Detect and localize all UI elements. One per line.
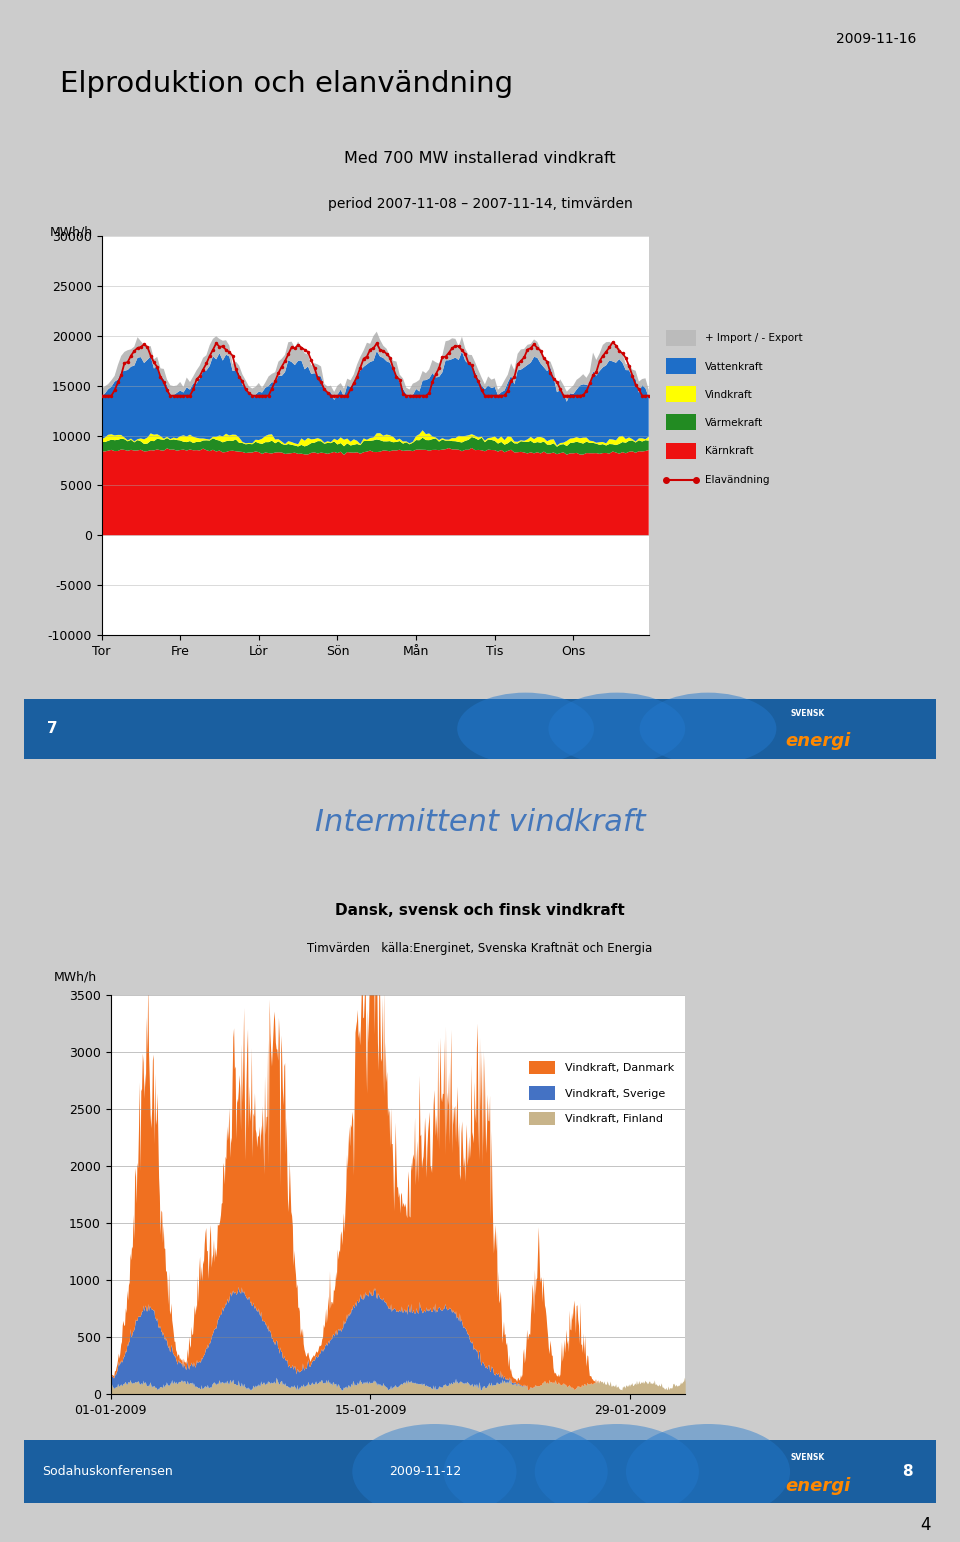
Bar: [529, 1086, 555, 1099]
Bar: [529, 1061, 555, 1075]
Bar: [666, 358, 696, 373]
Text: MWh/h: MWh/h: [49, 225, 92, 239]
Bar: [666, 330, 696, 345]
Text: SVENSK: SVENSK: [790, 1453, 825, 1462]
Text: 2009-11-16: 2009-11-16: [836, 32, 917, 46]
Ellipse shape: [457, 692, 594, 765]
Text: Elavändning: Elavändning: [705, 475, 770, 484]
Text: Värmekraft: Värmekraft: [705, 418, 763, 429]
Ellipse shape: [639, 692, 777, 765]
Ellipse shape: [626, 1423, 790, 1519]
Text: Vindkraft, Sverige: Vindkraft, Sverige: [565, 1089, 665, 1099]
Text: Sodahuskonferensen: Sodahuskonferensen: [42, 1465, 173, 1479]
Ellipse shape: [548, 692, 685, 765]
Ellipse shape: [535, 1423, 699, 1519]
Text: energi: energi: [785, 731, 851, 749]
Text: 2009-11-12: 2009-11-12: [389, 1465, 462, 1479]
Text: Timvärden   källa:Energinet, Svenska Kraftnät och Energia: Timvärden källa:Energinet, Svenska Kraft…: [307, 942, 653, 954]
Text: Elproduktion och elanvändning: Elproduktion och elanvändning: [60, 69, 514, 99]
Text: Vindkraft: Vindkraft: [705, 390, 753, 399]
Text: Intermittent vindkraft: Intermittent vindkraft: [315, 808, 645, 837]
Bar: [24, 699, 936, 759]
Ellipse shape: [444, 1423, 608, 1519]
Text: Vattenkraft: Vattenkraft: [705, 362, 763, 372]
Text: energi: energi: [785, 1477, 851, 1494]
Text: 7: 7: [47, 722, 58, 736]
Bar: [24, 1440, 936, 1503]
Text: period 2007-11-08 – 2007-11-14, timvärden: period 2007-11-08 – 2007-11-14, timvärde…: [327, 197, 633, 211]
Ellipse shape: [352, 1423, 516, 1519]
Text: Dansk, svensk och finsk vindkraft: Dansk, svensk och finsk vindkraft: [335, 904, 625, 917]
Text: Kärnkraft: Kärnkraft: [705, 447, 754, 456]
Text: + Import / - Export: + Import / - Export: [705, 333, 803, 344]
Bar: [666, 386, 696, 402]
Text: Med 700 MW installerad vindkraft: Med 700 MW installerad vindkraft: [345, 151, 615, 167]
Bar: [666, 415, 696, 430]
Text: MWh/h: MWh/h: [54, 970, 97, 984]
Text: Vindkraft, Danmark: Vindkraft, Danmark: [565, 1064, 675, 1073]
Text: SVENSK: SVENSK: [790, 709, 825, 719]
Text: 8: 8: [902, 1465, 913, 1479]
Bar: [529, 1112, 555, 1126]
Text: Vindkraft, Finland: Vindkraft, Finland: [565, 1115, 663, 1124]
Text: 4: 4: [921, 1516, 931, 1534]
Bar: [666, 443, 696, 458]
